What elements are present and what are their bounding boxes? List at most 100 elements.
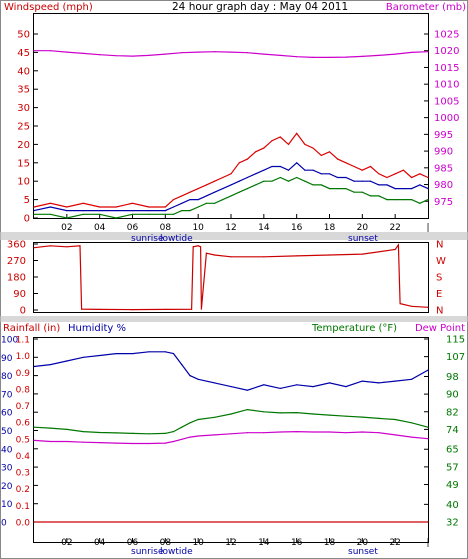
series-average-point — [66, 210, 68, 212]
series-temperature-point — [411, 422, 413, 424]
humidity-tick-label: 100 — [1, 336, 18, 346]
series-minimum-point — [386, 199, 388, 201]
series-temperature-point — [296, 412, 298, 414]
series-gust-point — [312, 147, 314, 149]
series-temperature-point — [345, 415, 347, 417]
series-temperature-point — [427, 426, 429, 428]
baro-tick-label: 975 — [434, 197, 453, 208]
humidity-tick-label: 30 — [1, 464, 13, 474]
direction-tick-label: 0 — [20, 306, 26, 317]
x-tick-label: 02 — [61, 538, 72, 548]
humidity-tick-label: 90 — [1, 354, 13, 364]
series-dew-point — [172, 440, 175, 443]
temperature-tick-label: 90 — [446, 390, 459, 401]
series-minimum-point — [361, 191, 363, 193]
series-gust-point — [115, 206, 117, 208]
series-minimum-point — [214, 202, 216, 204]
series-direction-point — [99, 308, 101, 310]
series-minimum-point — [394, 199, 396, 201]
series-gust-point — [394, 173, 396, 175]
series-minimum-point — [337, 188, 339, 190]
series-average-point — [402, 188, 404, 190]
series-dew-point — [214, 434, 216, 436]
series-barometer-point — [328, 56, 331, 59]
series-direction-point — [427, 306, 429, 308]
panel3-series — [33, 351, 429, 523]
series-barometer-point — [66, 51, 68, 53]
series-minimum-point — [369, 195, 372, 197]
rain-tick-label: 0.5 — [16, 435, 30, 445]
rain-tick-label: 0.1 — [16, 502, 30, 512]
sunrise-marker-1: sunrise — [131, 234, 164, 244]
wind-tick-label: 0 — [24, 214, 30, 225]
series-average-point — [148, 210, 150, 212]
series-average-point — [189, 199, 191, 201]
series-minimum-point — [411, 199, 413, 201]
baro-tick-label: 985 — [434, 163, 453, 174]
direction-tick-label: 360 — [7, 240, 26, 251]
series-average-point — [328, 173, 331, 175]
series-gust-point — [131, 202, 134, 204]
dewpoint-axis-label: Dew Point — [415, 323, 465, 334]
humidity-tick-label: 70 — [1, 390, 13, 400]
rain-tick-label: 0.7 — [16, 402, 30, 412]
series-gust-point — [230, 173, 232, 175]
series-gust-point — [279, 136, 281, 138]
series-temperature-point — [82, 431, 84, 433]
series-barometer-point — [197, 51, 199, 53]
series-minimum-point — [66, 217, 68, 219]
lowtide-marker-1: lowtide — [160, 234, 193, 244]
series-gust-point — [148, 206, 150, 208]
series-humidity-point — [427, 369, 429, 371]
series-dew-point — [361, 431, 363, 433]
series-temperature-point — [164, 432, 166, 434]
wind-tick-label: 10 — [17, 177, 30, 188]
series-dew-point — [49, 440, 52, 443]
temperature-tick-label: 57 — [446, 462, 459, 473]
series-average-point — [238, 180, 240, 182]
x-tick-label: 18 — [324, 223, 336, 233]
humidity-tick-label: 80 — [1, 372, 13, 382]
x-tick-label: | — [426, 223, 429, 233]
series-direction-point — [192, 246, 194, 248]
series-average-point — [131, 210, 134, 212]
series-dew-point — [378, 432, 380, 434]
series-temperature-point — [263, 411, 265, 413]
series-barometer-point — [394, 53, 396, 55]
series-temperature-point — [361, 416, 363, 418]
wind-tick-label: 20 — [17, 140, 30, 151]
series-gust-point — [328, 151, 331, 153]
series-barometer-point — [312, 56, 314, 59]
baro-tick-label: 1005 — [434, 96, 459, 107]
compass-tick-label: N — [436, 240, 443, 251]
series-barometer-point — [378, 54, 380, 57]
series-humidity-point — [148, 351, 150, 353]
series-gust-point — [181, 195, 183, 197]
series-temperature-point — [230, 413, 232, 415]
series-humidity-point — [99, 354, 101, 357]
rain-tick-label: 0.4 — [16, 452, 31, 462]
series-direction-point — [411, 305, 413, 307]
series-minimum-point — [49, 213, 52, 215]
series-barometer-point — [345, 56, 347, 58]
humidity-tick-label: 60 — [1, 409, 13, 419]
series-average-point — [33, 210, 35, 212]
x-tick-label: 08 — [160, 223, 172, 233]
series-direction-point — [81, 308, 83, 310]
series-minimum-point — [82, 213, 84, 215]
series-average-point — [99, 210, 101, 212]
series-average-point — [287, 169, 290, 171]
sunset-marker-1: sunset — [348, 234, 378, 244]
x-tick-label: 16 — [291, 538, 303, 548]
baro-tick-label: 995 — [434, 130, 453, 141]
series-humidity-point — [312, 386, 314, 388]
series-gust-point — [82, 202, 84, 204]
x-tick-label: 08 — [160, 538, 172, 548]
series-humidity-point — [49, 364, 52, 366]
wind-tick-label: 45 — [17, 48, 30, 59]
series-minimum-point — [33, 213, 35, 215]
series-direction-point — [361, 253, 363, 255]
x-tick-label: 14 — [258, 538, 270, 548]
series-gust-point — [304, 143, 306, 145]
lowtide-marker-2: lowtide — [160, 547, 193, 557]
